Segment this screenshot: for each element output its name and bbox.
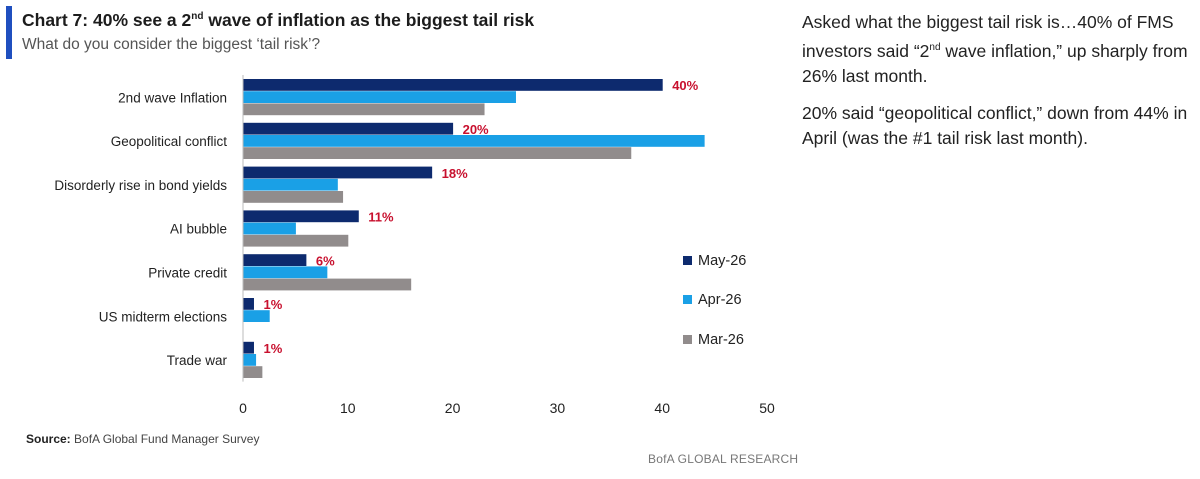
x-tick-label: 30 <box>550 400 566 416</box>
data-label: 11% <box>368 210 394 225</box>
category-label: 2nd wave Inflation <box>118 90 227 105</box>
bar-apr-26 <box>243 135 705 147</box>
bar-apr-26 <box>243 178 338 191</box>
x-tick-label: 0 <box>239 400 247 416</box>
legend-swatch-mar-26 <box>683 335 692 344</box>
bar-mar-26 <box>243 191 344 203</box>
bar-mar-26 <box>243 103 485 116</box>
source-label: Source: <box>26 432 71 446</box>
legend-label: May-26 <box>698 253 746 269</box>
source-note: Source: BofA Global Fund Manager Survey <box>26 432 259 446</box>
brand-footer: BofA GLOBAL RESEARCH <box>648 452 799 466</box>
chart-title-prefix: Chart 7: 40% see a 2 <box>22 10 192 30</box>
commentary-paragraph-1: Asked what the biggest tail risk is…40% … <box>802 10 1194 89</box>
commentary-paragraph-2: 20% said “geopolitical conflict,” down f… <box>802 102 1188 148</box>
bar-may-26 <box>243 122 454 135</box>
x-tick-label: 40 <box>654 400 670 416</box>
data-label: 1% <box>263 341 282 356</box>
source-text: BofA Global Fund Manager Survey <box>70 432 260 446</box>
data-label: 6% <box>316 253 335 268</box>
bar-may-26 <box>243 166 433 179</box>
category-label: US midterm elections <box>99 309 228 324</box>
bar-may-26 <box>243 254 307 266</box>
commentary-p1-prefix: Asked what the biggest tail risk is…40% … <box>802 12 1174 61</box>
category-label: Trade war <box>167 353 228 368</box>
bar-mar-26 <box>243 234 349 247</box>
bar-mar-26 <box>243 278 412 291</box>
bar-may-26 <box>243 341 254 354</box>
bar-apr-26 <box>243 354 257 366</box>
data-label: 40% <box>672 78 698 93</box>
commentary-p1-sup: nd <box>929 42 941 53</box>
bar-apr-26 <box>243 266 328 279</box>
chart-subtitle: What do you consider the biggest ‘tail r… <box>22 36 321 53</box>
category-label: Geopolitical conflict <box>111 134 228 149</box>
bar-mar-26 <box>243 147 632 159</box>
bar-may-26 <box>243 210 359 223</box>
legend-swatch-apr-26 <box>683 295 692 304</box>
chart-title-suffix: wave of inflation as the biggest tail ri… <box>203 10 535 30</box>
data-label: 20% <box>463 122 489 137</box>
chart-title-sup: nd <box>191 11 204 23</box>
x-tick-label: 50 <box>759 400 775 416</box>
legend-label: Mar-26 <box>698 332 744 348</box>
bar-apr-26 <box>243 222 296 235</box>
chart-title: Chart 7: 40% see a 2nd wave of inflation… <box>22 10 534 31</box>
commentary-p1-suffix: wave inflation,” up sharply from 26% las… <box>802 40 1188 86</box>
category-label: Disorderly rise in bond yields <box>54 178 227 193</box>
data-label: 1% <box>263 297 282 312</box>
category-label: AI bubble <box>170 222 227 237</box>
bar-mar-26 <box>243 366 263 378</box>
category-label: Private credit <box>148 266 227 281</box>
legend-swatch-may-26 <box>683 256 692 265</box>
bar-may-26 <box>243 79 663 91</box>
bar-may-26 <box>243 298 254 310</box>
legend-label: Apr-26 <box>698 292 742 308</box>
title-accent-bar <box>6 6 12 59</box>
commentary: Asked what the biggest tail risk is…40% … <box>802 10 1194 163</box>
data-label: 18% <box>442 166 468 181</box>
x-tick-label: 20 <box>445 400 461 416</box>
bar-chart: 2nd wave Inflation 40% Geopolitical confli… <box>54 75 775 416</box>
x-tick-label: 10 <box>340 400 356 416</box>
bar-apr-26 <box>243 310 270 322</box>
bar-apr-26 <box>243 91 516 103</box>
